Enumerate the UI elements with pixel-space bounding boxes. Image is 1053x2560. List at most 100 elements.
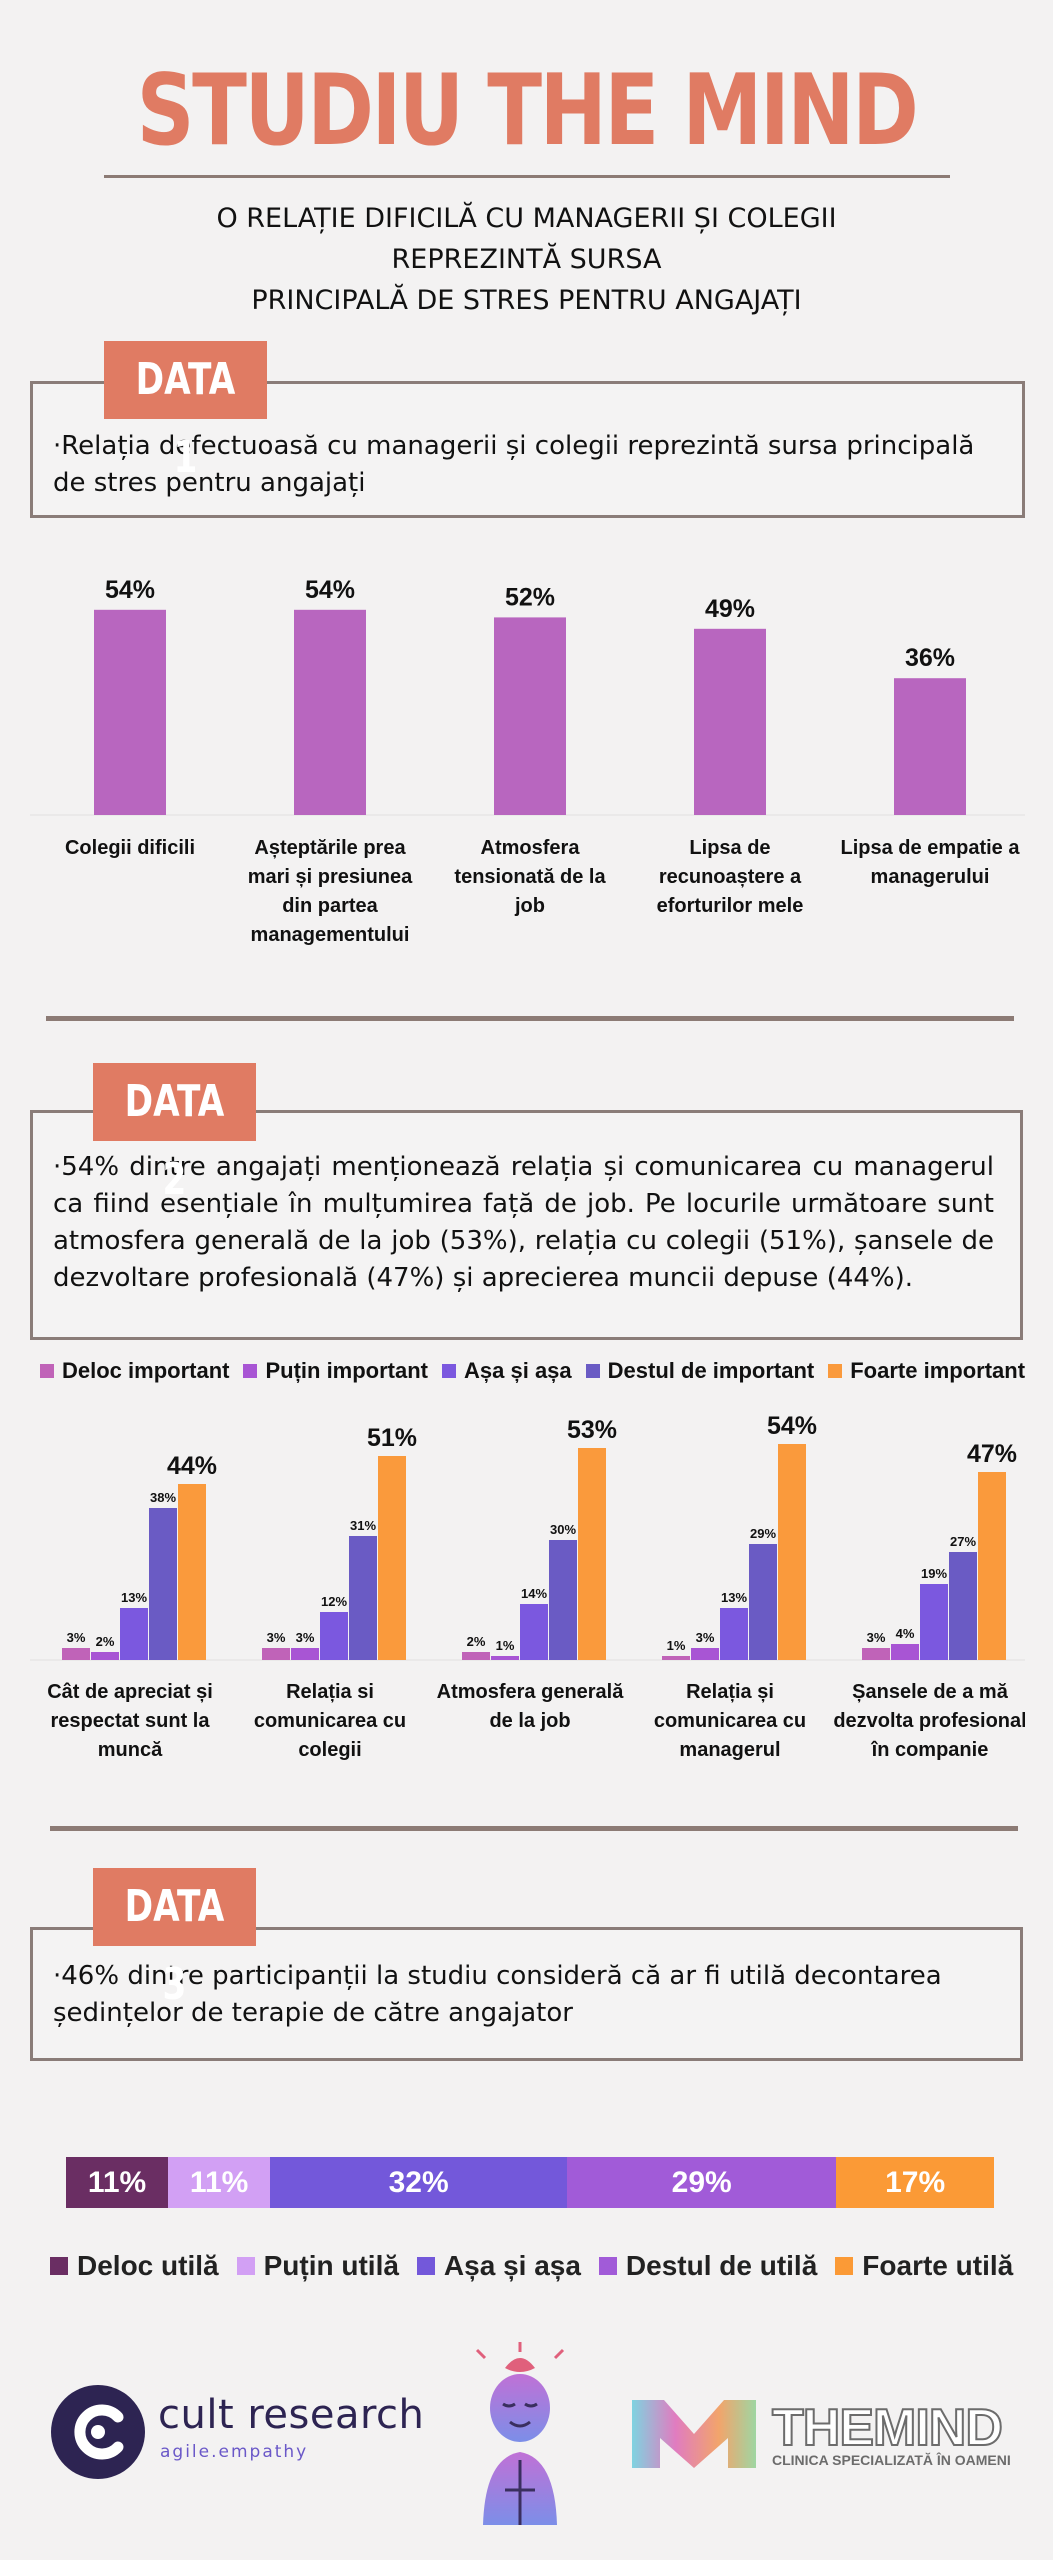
chart1-value-label: 36%: [905, 644, 955, 672]
chart1-category-label: Colegii dificili: [65, 837, 195, 859]
legend-item: Destul de utilă: [598, 2250, 817, 2282]
chart-job-satisfaction-factors: 3% 2% 13% 38% 44% Cât de apreciat și respectat…: [30, 1412, 1025, 1761]
chart2-value-label: 53%: [567, 1416, 617, 1444]
chart2-bar: [378, 1456, 406, 1660]
legend-swatch: [828, 1364, 843, 1378]
legend-item: Deloc important: [40, 1358, 229, 1384]
brand1-name: cult research: [158, 2392, 425, 2438]
chart2-legend: Deloc important Puțin important Așa și așa…: [40, 1358, 1039, 1384]
legend-swatch: [50, 2257, 68, 2275]
section-divider: [46, 1016, 1014, 1021]
data1-tag: DATA 1: [104, 341, 267, 483]
legend-swatch: [442, 1364, 457, 1378]
stack-segment-label: 11%: [189, 2165, 249, 2199]
chart1-category-label: Așteptările prea: [254, 837, 406, 859]
stack-segment-label: 17%: [885, 2165, 946, 2199]
chart1-bar: [294, 609, 366, 815]
meditation-figure-illustration: [465, 2340, 575, 2540]
chart2-bar: [349, 1536, 377, 1660]
chart2-value-label: 38%: [150, 1490, 176, 1505]
legend-item: Puțin utilă: [236, 2250, 399, 2282]
chart1-category-label: recunoaștere a: [659, 866, 802, 888]
chart2-value-label: 47%: [967, 1440, 1017, 1468]
brand2-name: THEMIND: [771, 2398, 1004, 2458]
chart1-value-label: 54%: [105, 576, 155, 604]
data3-text: ·46% dintre participanții la studiu cons…: [53, 1961, 942, 2028]
legend-swatch: [40, 1364, 54, 1378]
chart1-bar: [894, 678, 966, 815]
stack-segment-label: 29%: [671, 2165, 732, 2199]
legend-item: Așa și așa: [416, 2250, 581, 2282]
legend-label: Deloc important: [62, 1358, 230, 1383]
chart1-category-label: tensionată de la: [454, 866, 606, 888]
chart2-value-label: 3%: [696, 1630, 715, 1645]
chart2-bar: [149, 1508, 177, 1660]
subtitle-line: PRINCIPALĂ DE STRES PENTRU ANGAJAȚI: [251, 285, 802, 316]
data2-box: ·54% dintre angajați menționează relația…: [30, 1110, 1023, 1340]
stack-segment: 11%: [168, 2157, 271, 2208]
chart2-category-label: Cât de apreciat și: [47, 1681, 213, 1703]
chart2-bar: [62, 1648, 90, 1660]
chart2-bar: [662, 1656, 690, 1660]
chart1-value-label: 52%: [505, 583, 555, 611]
subtitle-line: REPREZINTĂ SURSA: [391, 244, 662, 275]
chart1-category-label: Lipsa de empatie a: [841, 837, 1021, 859]
chart2-value-label: 27%: [950, 1534, 976, 1549]
legend-swatch: [416, 2257, 435, 2275]
legend-item: Destul de important: [585, 1358, 814, 1384]
chart2-value-label: 31%: [350, 1518, 376, 1533]
chart1-category-label: Atmosfera: [481, 837, 581, 859]
chart2-bar: [520, 1604, 548, 1660]
chart2-value-label: 1%: [496, 1638, 515, 1653]
chart2-bar: [491, 1656, 519, 1660]
legend-item: Puțin important: [243, 1358, 428, 1384]
chart1-category-label: job: [514, 895, 545, 917]
chart2-category-label: managerul: [679, 1739, 780, 1761]
chart2-value-label: 3%: [296, 1630, 315, 1645]
legend-item: Deloc utilă: [50, 2250, 219, 2282]
data2-tag: DATA 2: [93, 1063, 256, 1205]
chart2-value-label: 29%: [750, 1526, 776, 1541]
legend-label: Deloc utilă: [77, 2250, 219, 2281]
themind-m-logo: [630, 2398, 758, 2470]
chart2-bar: [949, 1552, 977, 1660]
stack-segment: 17%: [836, 2157, 994, 2208]
chart2-category-label: muncă: [98, 1739, 163, 1761]
chart2-value-label: 2%: [467, 1634, 486, 1649]
legend-label: Puțin important: [265, 1358, 429, 1383]
chart2-bar: [462, 1652, 490, 1660]
chart1-bar: [694, 628, 766, 815]
chart2-bar: [749, 1544, 777, 1660]
chart2-value-label: 19%: [921, 1566, 947, 1581]
chart2-bar: [720, 1608, 748, 1660]
chart1-category-label: eforturilor mele: [657, 895, 804, 917]
page-title: STUDIU THE MIND: [136, 54, 919, 168]
chart2-value-label: 14%: [521, 1586, 547, 1601]
chart2-bar: [320, 1612, 348, 1660]
stack-segment: 29%: [567, 2157, 837, 2208]
themind-m-logo-icon: [632, 2400, 756, 2468]
legend-label: Așa și așa: [443, 2250, 581, 2281]
chart2-value-label: 2%: [96, 1634, 115, 1649]
chart2-bar: [91, 1652, 119, 1660]
cult-research-logo-icon: [51, 2385, 145, 2479]
chart2-category-label: comunicarea cu: [254, 1710, 406, 1732]
chart1-value-label: 49%: [705, 595, 755, 623]
chart2-category-label: Relația și: [686, 1681, 774, 1703]
chart2-category-label: comunicarea cu: [654, 1710, 806, 1732]
chart2-bar: [578, 1448, 606, 1660]
chart2-bar: [920, 1584, 948, 1660]
chart2-value-label: 4%: [896, 1626, 915, 1641]
chart2-value-label: 3%: [867, 1630, 886, 1645]
stack-segment-label: 11%: [87, 2165, 147, 2199]
chart2-value-label: 12%: [321, 1594, 347, 1609]
chart2-value-label: 3%: [267, 1630, 286, 1645]
data1-box: ·Relația defectuoasă cu managerii și col…: [30, 381, 1025, 518]
legend-item: Foarte utilă: [835, 2250, 1013, 2282]
chart2-value-label: 1%: [667, 1638, 686, 1653]
brand1-tagline: agile.empathy: [160, 2442, 309, 2462]
chart2-bar: [891, 1644, 919, 1660]
legend-swatch: [598, 2257, 617, 2275]
stack-segment: 32%: [270, 2157, 568, 2208]
chart2-bar: [549, 1540, 577, 1660]
